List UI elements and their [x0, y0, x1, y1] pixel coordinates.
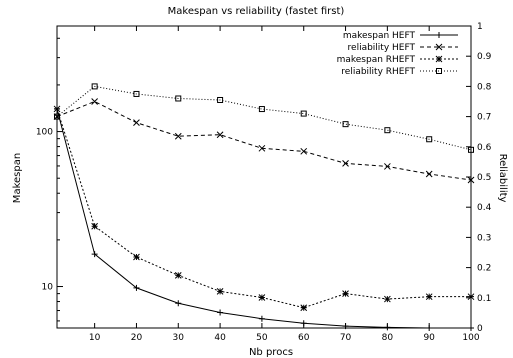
data-point [425, 170, 433, 178]
data-point [384, 324, 391, 331]
x-tick-label: 40 [214, 333, 226, 343]
data-point [436, 32, 442, 38]
data-point [258, 294, 266, 301]
data-point [175, 300, 182, 307]
x-axis-label: Nb procs [249, 347, 293, 358]
data-point [133, 284, 140, 291]
y2-tick-label: 0 [477, 324, 483, 334]
y2-tick-label: 0.6 [477, 143, 492, 153]
legend-label: reliability HEFT [348, 43, 416, 53]
data-point [384, 163, 391, 170]
data-point [426, 136, 433, 143]
data-point [216, 131, 224, 139]
data-point [91, 98, 98, 105]
x-tick-label: 30 [173, 333, 185, 343]
x-tick-label: 60 [298, 333, 310, 343]
data-point [436, 68, 442, 74]
chart-title: Makespan vs reliability (fastet first) [168, 6, 345, 17]
data-point [217, 309, 224, 316]
data-point [133, 119, 140, 126]
data-point [258, 144, 266, 152]
x-tick-label: 10 [89, 333, 101, 343]
y2-tick-label: 0.1 [477, 294, 491, 304]
data-point [425, 293, 433, 301]
x-tick-label: 80 [382, 333, 394, 343]
data-point [468, 146, 474, 153]
y2-axis-label: Reliability [497, 154, 508, 203]
axis-ticks: 10 20 30 40 50 60 70 80 90 1001010000.10.20.30.40… [36, 22, 492, 343]
y2-tick-label: 1 [477, 22, 483, 32]
data-point [342, 121, 349, 128]
data-point [468, 325, 474, 331]
y2-tick-label: 0.5 [477, 173, 491, 183]
data-point [174, 132, 182, 140]
data-point [384, 127, 391, 134]
series-line [56, 108, 471, 309]
series-line [56, 85, 472, 151]
data-point [91, 222, 98, 230]
legend: makespan HEFT reliability HEFT makespan RH… [337, 31, 458, 77]
data-point [342, 160, 349, 167]
data-point [54, 113, 60, 120]
y-axis-label: Makespan [12, 153, 23, 203]
y2-tick-label: 0.2 [477, 264, 491, 274]
data-point [216, 288, 224, 295]
data-point [133, 90, 140, 97]
legend-label: reliability RHEFT [341, 67, 415, 77]
data-point [91, 83, 98, 90]
data-point [258, 315, 265, 322]
x-tick-label: 70 [340, 333, 352, 343]
y2-tick-label: 0.3 [477, 233, 491, 243]
data-point [174, 272, 182, 279]
y2-tick-label: 0.4 [477, 203, 492, 213]
series-line [56, 100, 472, 181]
data-point [426, 325, 433, 331]
legend-label: makespan RHEFT [337, 55, 416, 65]
data-point [53, 105, 61, 113]
y-tick-label: 10 [42, 283, 54, 293]
data-point [435, 43, 443, 51]
data-point [300, 147, 308, 155]
data-point [342, 323, 349, 330]
data-point [217, 96, 224, 103]
y-tick-label: 100 [36, 128, 53, 138]
x-tick-label: 100 [462, 333, 479, 343]
data-point [300, 304, 308, 312]
data-point [384, 295, 391, 303]
series-group [53, 83, 475, 331]
y2-tick-label: 0.9 [477, 52, 492, 62]
legend-label: makespan HEFT [343, 31, 416, 41]
data-point [467, 176, 475, 184]
data-point [435, 55, 443, 63]
data-point [175, 95, 182, 102]
data-point [300, 320, 307, 327]
data-point [300, 110, 307, 117]
x-tick-label: 50 [256, 333, 268, 343]
data-point [342, 290, 349, 297]
data-point [258, 106, 265, 113]
x-tick-label: 20 [131, 333, 143, 343]
y2-tick-label: 0.8 [477, 82, 492, 92]
data-point [467, 293, 475, 301]
y2-tick-label: 0.7 [477, 113, 491, 123]
x-tick-label: 90 [423, 333, 435, 343]
data-point [133, 253, 140, 261]
data-point [91, 251, 98, 258]
